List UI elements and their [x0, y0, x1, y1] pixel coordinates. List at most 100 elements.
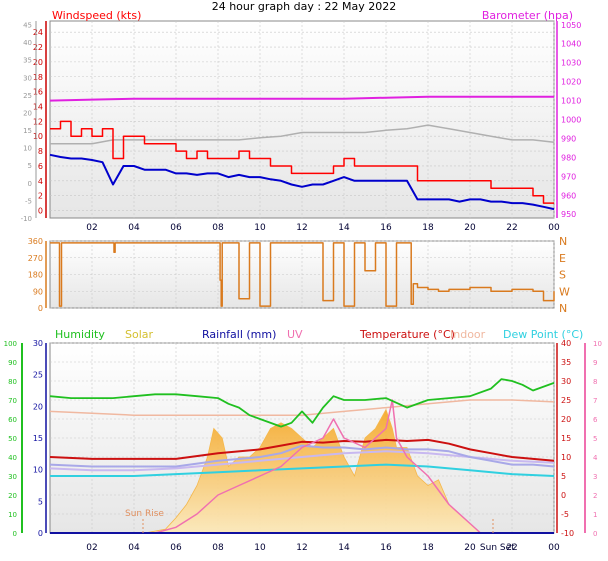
x-tick-label: 04 — [128, 223, 140, 233]
legend-uv: UV — [287, 328, 303, 341]
barometer-tick-label: 1050 — [561, 21, 581, 30]
x-tick-label: 02 — [86, 223, 97, 233]
dewpoint-line — [50, 463, 555, 477]
windspeed-tick-label: 10 — [33, 132, 43, 141]
x-tick-label: 22 — [506, 223, 517, 233]
outer-left-tick-label: 25 — [23, 92, 32, 100]
wind-direction-line — [50, 242, 555, 307]
outer-left-tick-label: -5 — [25, 197, 32, 205]
barometer-tick-label: 960 — [561, 191, 576, 200]
rain-tick-label: 25 — [33, 371, 43, 380]
x-tick-label: 08 — [212, 543, 224, 553]
humidity-tick-label: 30 — [8, 473, 17, 481]
outer-left-tick-label: 35 — [23, 57, 32, 65]
legend-dewpoint: Dew Point (°C) — [503, 328, 583, 341]
x-tick-label: 18 — [422, 543, 434, 553]
sunset-tick-label: Sun Set — [480, 543, 515, 553]
legend-rainfall: Rainfall (mm) — [202, 328, 276, 341]
direction-tick-label: 270 — [28, 254, 43, 263]
x-tick-label: 16 — [380, 543, 392, 553]
x-tick-label: 20 — [464, 223, 476, 233]
windspeed-tick-label: 16 — [33, 88, 43, 97]
humidity-tick-label: 20 — [8, 492, 17, 500]
windspeed-tick-label: 8 — [38, 147, 43, 156]
compass-tick-label: S — [559, 269, 566, 282]
windspeed-tick-label: 20 — [33, 58, 43, 67]
humidity-tick-label: 60 — [8, 416, 17, 424]
windspeed-line — [50, 120, 554, 204]
barometer-tick-label: 950 — [561, 210, 576, 219]
barometer-tick-label: 1040 — [561, 40, 581, 49]
x-tick-label: 02 — [86, 543, 97, 553]
x-tick-label: 18 — [422, 223, 434, 233]
barometer-tick-label: 1030 — [561, 59, 581, 68]
page-title: 24 hour graph day : 22 May 2022 — [212, 0, 397, 13]
barometer-tick-label: 990 — [561, 134, 576, 143]
direction-tick-label: 90 — [33, 287, 43, 296]
windspeed-tick-label: 6 — [38, 162, 43, 171]
legend-temperature: Temperature (°C) — [359, 328, 455, 341]
direction-tick-label: 0 — [38, 304, 43, 313]
x-tick-label: 22 — [506, 543, 517, 553]
humidity-tick-label: 70 — [8, 397, 17, 405]
uv-tick-label: 8 — [593, 378, 597, 386]
x-tick-label: 08 — [212, 223, 224, 233]
humidity-tick-label: 80 — [8, 378, 17, 386]
outer-left-tick-label: -10 — [21, 215, 32, 223]
legend-indoor: Indoor — [450, 328, 486, 341]
uv-tick-label: 1 — [593, 511, 597, 519]
outer-left-tick-label: 15 — [23, 127, 32, 135]
temp-tick-label: -10 — [561, 529, 574, 538]
humidity-tick-label: 40 — [8, 454, 17, 462]
humidity-line — [49, 378, 555, 428]
rain-tick-label: 0 — [38, 529, 43, 538]
windspeed-tick-label: 18 — [33, 73, 43, 82]
outer-left-tick-label: 5 — [28, 162, 32, 170]
rain-tick-label: 15 — [33, 434, 43, 443]
outer-left-tick-label: 30 — [23, 74, 32, 82]
outer-left-tick-label: 20 — [23, 109, 32, 117]
sunrise-label: Sun Rise — [125, 509, 164, 519]
barometer-tick-label: 1000 — [561, 116, 581, 125]
outer-left-tick-label: 0 — [28, 180, 32, 188]
x-tick-label: 10 — [254, 223, 266, 233]
rain-tick-label: 10 — [33, 466, 43, 475]
barometer-tick-label: 1010 — [561, 97, 581, 106]
uv-tick-label: 7 — [593, 397, 597, 405]
compass-tick-label: E — [559, 252, 566, 265]
rain-tick-label: 5 — [38, 497, 43, 506]
windspeed-tick-label: 2 — [38, 192, 43, 201]
x-tick-label: 20 — [464, 543, 476, 553]
barometer-tick-label: 970 — [561, 172, 576, 181]
humidity-tick-label: 10 — [8, 511, 17, 519]
gust-line — [50, 124, 555, 145]
uv-line — [50, 399, 554, 534]
direction-tick-label: 180 — [28, 271, 43, 280]
outer-left-tick-label: 40 — [23, 39, 32, 47]
uv-tick-label: 0 — [593, 530, 597, 538]
uv-tick-label: 9 — [593, 359, 597, 367]
uv-tick-label: 4 — [593, 454, 598, 462]
temp-tick-label: 30 — [561, 377, 571, 386]
windspeed-tick-label: 0 — [38, 207, 43, 216]
uv-tick-label: 2 — [593, 492, 597, 500]
uv-tick-label: 5 — [593, 435, 597, 443]
x-tick-label: 04 — [128, 543, 140, 553]
compass-tick-label: W — [559, 285, 570, 298]
x-tick-label: 10 — [254, 543, 266, 553]
temperature-line — [49, 438, 555, 462]
temp-tick-label: 5 — [561, 472, 566, 481]
temp-tick-label: 15 — [561, 434, 571, 443]
humidity-tick-label: 90 — [8, 359, 17, 367]
uv-tick-label: 6 — [593, 416, 598, 424]
uv-tick-label: 3 — [593, 473, 597, 481]
legend-barometer: Barometer (hpa) — [482, 9, 573, 22]
compass-tick-label: N — [559, 302, 567, 315]
wind-average-line — [49, 153, 555, 211]
temp-tick-label: -5 — [561, 510, 569, 519]
legend-windspeed: Windspeed (kts) — [52, 9, 141, 22]
rain-tick-label: 20 — [33, 402, 43, 411]
x-tick-label: 12 — [296, 223, 307, 233]
